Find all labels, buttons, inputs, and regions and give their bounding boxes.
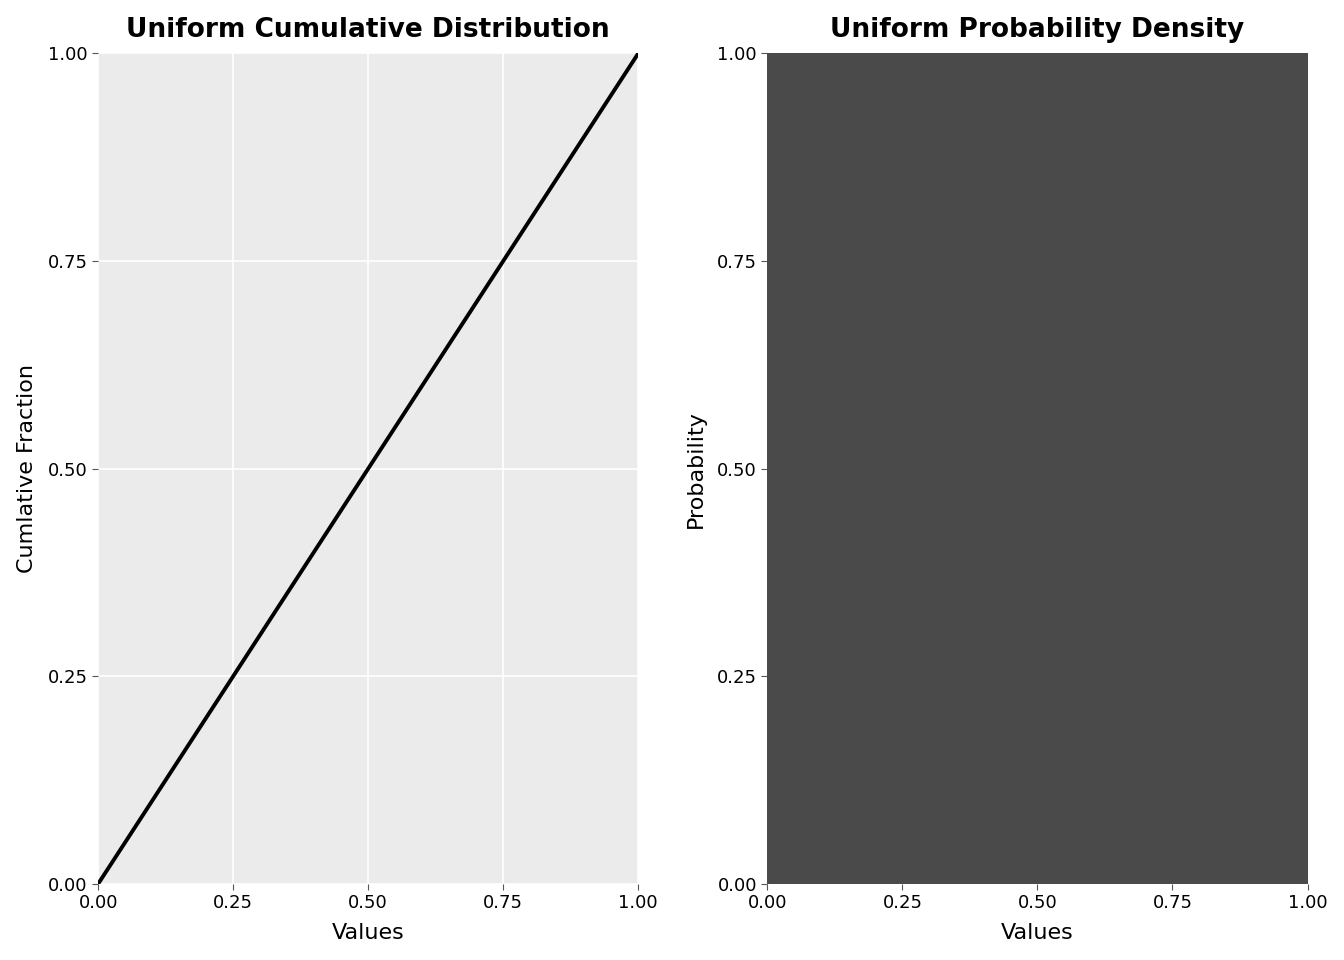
Y-axis label: Cumlative Fraction: Cumlative Fraction <box>16 364 36 573</box>
X-axis label: Values: Values <box>332 924 405 944</box>
Y-axis label: Probability: Probability <box>685 410 706 527</box>
Title: Uniform Cumulative Distribution: Uniform Cumulative Distribution <box>126 16 610 42</box>
X-axis label: Values: Values <box>1001 924 1074 944</box>
Title: Uniform Probability Density: Uniform Probability Density <box>831 16 1245 42</box>
